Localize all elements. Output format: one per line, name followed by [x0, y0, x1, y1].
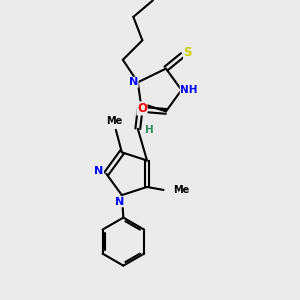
Text: N: N — [115, 197, 124, 207]
Text: NH: NH — [180, 85, 198, 95]
Text: Me: Me — [106, 116, 122, 126]
Text: N: N — [129, 77, 138, 87]
Text: S: S — [184, 46, 192, 59]
Text: H: H — [145, 125, 154, 135]
Text: O: O — [137, 102, 147, 115]
Text: Me: Me — [173, 185, 190, 195]
Text: N: N — [94, 166, 104, 176]
